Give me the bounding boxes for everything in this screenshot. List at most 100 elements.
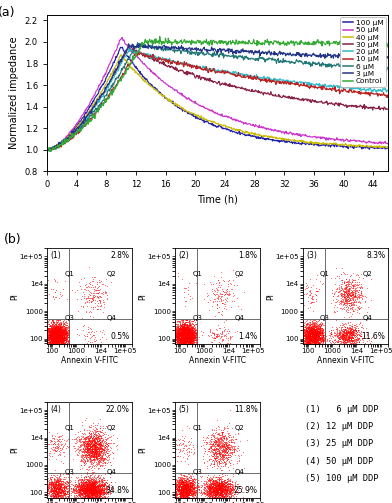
Point bbox=[183, 327, 189, 335]
Point bbox=[240, 449, 246, 457]
Point bbox=[93, 453, 99, 461]
Point bbox=[191, 331, 197, 339]
Point bbox=[339, 334, 345, 343]
Point bbox=[63, 487, 69, 495]
Point bbox=[91, 429, 98, 437]
Point bbox=[172, 494, 178, 502]
Point bbox=[186, 329, 192, 338]
Point bbox=[56, 329, 62, 337]
Point bbox=[178, 328, 184, 336]
Point bbox=[364, 284, 370, 292]
Point bbox=[98, 444, 105, 452]
Point bbox=[97, 424, 103, 432]
Point bbox=[180, 326, 187, 334]
Point bbox=[210, 449, 216, 457]
Point bbox=[188, 493, 194, 501]
Point bbox=[182, 485, 188, 493]
Point bbox=[341, 328, 348, 336]
Point bbox=[44, 334, 51, 342]
Point bbox=[54, 330, 60, 339]
Point bbox=[356, 291, 362, 299]
Point bbox=[227, 484, 234, 492]
Point bbox=[349, 288, 356, 296]
Point bbox=[57, 320, 63, 328]
Point bbox=[83, 488, 89, 496]
Point bbox=[57, 333, 64, 341]
Point bbox=[49, 338, 55, 346]
Point bbox=[44, 326, 50, 334]
Point bbox=[48, 483, 54, 491]
Point bbox=[53, 329, 59, 338]
Point bbox=[174, 473, 181, 481]
Point bbox=[186, 485, 192, 493]
Point bbox=[52, 324, 58, 332]
Point bbox=[309, 329, 315, 338]
Point bbox=[97, 488, 103, 496]
Point bbox=[85, 483, 91, 491]
Point bbox=[183, 493, 190, 501]
Point bbox=[182, 321, 189, 329]
Point bbox=[44, 329, 50, 338]
Point bbox=[58, 488, 64, 496]
Point bbox=[102, 456, 108, 464]
Point bbox=[306, 334, 312, 343]
Point bbox=[184, 472, 190, 480]
Point bbox=[173, 331, 180, 340]
Point bbox=[172, 327, 178, 336]
Point bbox=[48, 325, 54, 333]
Point bbox=[177, 340, 183, 348]
Point bbox=[220, 479, 227, 487]
Point bbox=[317, 336, 323, 344]
Point bbox=[188, 340, 194, 348]
Point bbox=[54, 478, 60, 486]
Point bbox=[74, 485, 80, 493]
Point bbox=[66, 331, 72, 339]
Point bbox=[301, 324, 307, 332]
Point bbox=[49, 340, 56, 348]
Point bbox=[189, 486, 195, 494]
Point bbox=[207, 489, 213, 497]
Point bbox=[54, 336, 60, 344]
Point bbox=[93, 478, 99, 486]
Point bbox=[48, 324, 54, 332]
Point bbox=[93, 451, 99, 459]
Point bbox=[56, 489, 63, 497]
Point bbox=[180, 340, 187, 348]
Point bbox=[349, 328, 355, 337]
Point bbox=[57, 479, 63, 487]
Point bbox=[241, 288, 247, 296]
Point bbox=[51, 487, 57, 495]
Point bbox=[54, 327, 60, 336]
Point bbox=[184, 332, 190, 341]
Point bbox=[179, 493, 185, 501]
Point bbox=[91, 480, 97, 488]
Point bbox=[207, 483, 214, 491]
Point bbox=[219, 484, 225, 492]
Point bbox=[59, 328, 65, 336]
Point bbox=[84, 485, 90, 493]
Point bbox=[98, 338, 104, 346]
Point bbox=[91, 456, 97, 464]
Point bbox=[219, 439, 225, 447]
Point bbox=[87, 442, 94, 450]
Point bbox=[345, 278, 351, 286]
Point bbox=[184, 333, 190, 341]
Point bbox=[101, 481, 107, 489]
Point bbox=[51, 329, 57, 337]
Point bbox=[53, 330, 60, 338]
Point bbox=[187, 318, 193, 326]
Point bbox=[49, 333, 55, 341]
Point bbox=[190, 317, 196, 325]
Point bbox=[54, 486, 61, 494]
Point bbox=[220, 438, 226, 446]
Point bbox=[97, 293, 103, 301]
Point bbox=[310, 334, 317, 342]
Point bbox=[216, 485, 222, 493]
Point bbox=[182, 339, 189, 347]
Point bbox=[222, 488, 228, 496]
Point bbox=[54, 494, 61, 502]
Point bbox=[44, 327, 50, 336]
Point bbox=[97, 438, 103, 446]
Point bbox=[44, 337, 51, 345]
Point bbox=[50, 333, 56, 342]
